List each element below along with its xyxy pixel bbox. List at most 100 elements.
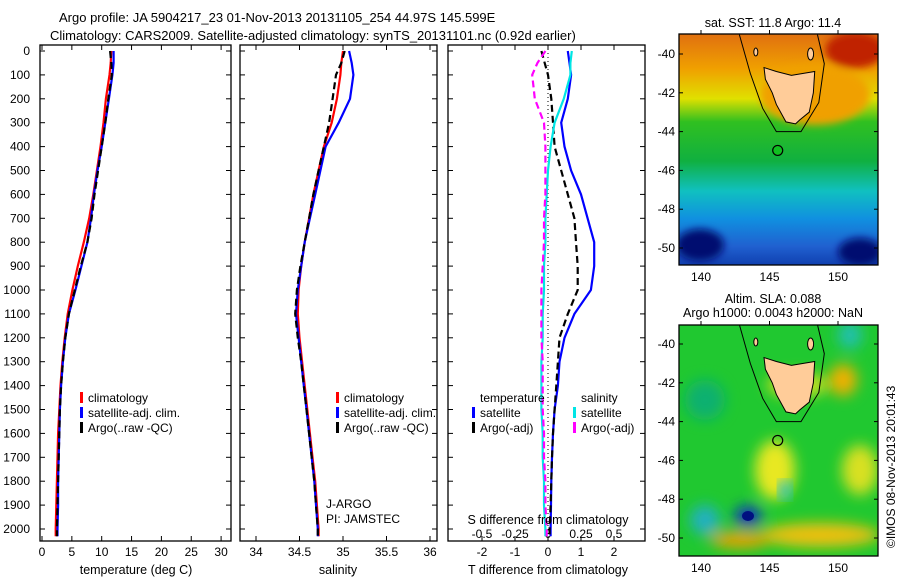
temperature-tick-label: 0: [39, 545, 46, 559]
lat-tick-label: -46: [658, 163, 676, 177]
legend-swatch: [472, 422, 475, 433]
difference-line-3: [531, 50, 548, 537]
sla-map-frame: [678, 324, 879, 557]
argo-position-marker: [772, 144, 784, 157]
temperature-line-0: [54, 50, 113, 537]
depth-tick-label: 2000: [3, 522, 30, 536]
tdiff-tick-label: -1: [510, 545, 521, 559]
salinity-line-0: [296, 50, 345, 537]
salinity-line-1: [294, 50, 355, 537]
depth-tick-label: 500: [10, 164, 30, 178]
difference-legend-salinity: salinity satellite Argo(-adj): [573, 391, 634, 436]
temperature-line-2: [55, 50, 113, 537]
depth-tick-label: 900: [10, 259, 30, 273]
sla-map-title-2: Argo h1000: 0.0043 h2000: NaN: [683, 306, 863, 320]
depth-tick-label: 1500: [3, 403, 30, 417]
lat-tick-label: -48: [658, 492, 676, 506]
tdiff-tick-label: 1: [578, 545, 585, 559]
depth-tick-label: 1800: [3, 474, 30, 488]
sdiff-tick-label: -0.25: [501, 527, 529, 541]
shelf-contour: [738, 34, 825, 133]
sla-anomaly: [760, 523, 878, 547]
low-sla-core: [742, 511, 754, 521]
difference-line-0: [549, 50, 596, 537]
legend-label: satellite-adj. clim.: [344, 406, 437, 420]
sla-anomaly: [829, 364, 857, 396]
king-island: [753, 337, 759, 347]
temperature-line-1: [56, 51, 115, 537]
flinders-island: [807, 337, 815, 351]
title-line-2: Climatology: CARS2009. Satellite-adjuste…: [50, 28, 576, 43]
salinity-tick-label: 34.5: [288, 545, 312, 559]
legend-label: Argo(..raw -QC): [344, 421, 429, 435]
sst-map-title: sat. SST: 11.8 Argo: 11.4: [704, 16, 842, 30]
difference-legend-temperature: temperature satellite Argo(-adj): [472, 391, 545, 436]
temperature-tick-label: 30: [214, 545, 228, 559]
depth-tick-label: 400: [10, 140, 30, 154]
cold-patch: [838, 238, 878, 265]
plot-frame-1: [239, 44, 438, 542]
temperature-legend: climatology satellite-adj. clim. Argo(..…: [80, 391, 180, 436]
depth-tick-label: 1600: [3, 426, 30, 440]
legend-label: satellite: [581, 406, 622, 420]
sst-map-frame: [678, 33, 879, 266]
platform-annotation: J-ARGO PI: JAMSTEC: [326, 497, 400, 527]
legend-swatch: [573, 422, 576, 433]
legend-swatch: [336, 392, 339, 403]
lon-tick-label: 140: [691, 561, 711, 575]
lat-tick-label: -42: [658, 376, 676, 390]
temperature-tick-label: 20: [155, 545, 169, 559]
depth-tick-label: 200: [10, 92, 30, 106]
legend-swatch: [336, 407, 339, 418]
sdiff-tick-label: -0.5: [472, 527, 493, 541]
lon-tick-label: 145: [759, 270, 779, 284]
legend-label: climatology: [88, 391, 149, 405]
sla-anomaly: [710, 532, 770, 548]
temperature-tick-label: 15: [125, 545, 139, 559]
legend-heading: temperature: [480, 391, 545, 405]
plot-frame-0: [39, 44, 232, 542]
king-island: [753, 47, 759, 57]
legend-label: satellite: [480, 406, 521, 420]
sla-anomaly: [842, 445, 878, 495]
imos-credit: ©IMOS 08-Nov-2013 20:01:43: [884, 385, 898, 548]
sst-map: [679, 34, 878, 265]
tdiff-tick-label: 2: [611, 545, 618, 559]
legend-swatch: [80, 392, 83, 403]
warm-patch: [825, 34, 878, 68]
temperature-tick-label: 10: [95, 545, 109, 559]
sla-anomaly: [690, 505, 720, 535]
depth-tick-label: 1700: [3, 450, 30, 464]
depth-tick-label: 1400: [3, 379, 30, 393]
salinity-xlabel: salinity: [318, 563, 358, 577]
legend-swatch: [80, 422, 83, 433]
annotation-pi: PI: JAMSTEC: [326, 512, 401, 526]
tasmania-land: [763, 66, 816, 125]
salinity-tick-label: 36: [423, 545, 437, 559]
sla-features: [685, 325, 878, 548]
depth-tick-label: 1200: [3, 331, 30, 345]
sla-map: [679, 325, 878, 556]
legend-swatch: [336, 422, 339, 433]
tdiff-tick-label: -2: [477, 545, 488, 559]
depth-tick-label: 600: [10, 187, 30, 201]
legend-swatch: [80, 407, 83, 418]
sdiff-tick-label: 0.25: [569, 527, 593, 541]
legend-label: Argo(..raw -QC): [88, 421, 173, 435]
flinders-island: [807, 47, 815, 61]
lat-tick-label: -44: [658, 415, 676, 429]
sla-anomaly: [778, 480, 792, 500]
lon-tick-label: 140: [691, 270, 711, 284]
plot-frame-2: [447, 44, 646, 542]
lat-tick-label: -50: [658, 241, 676, 255]
depth-tick-label: 300: [10, 116, 30, 130]
sla-anomaly: [838, 325, 862, 349]
cold-patch: [679, 229, 724, 261]
legend-label: Argo(-adj): [480, 421, 534, 435]
tasmania-land: [763, 356, 816, 415]
lat-tick-label: -44: [658, 125, 676, 139]
salinity-line-2: [294, 50, 346, 537]
argo-position-marker: [772, 434, 784, 447]
temperature-xlabel: temperature (deg C): [79, 563, 193, 577]
